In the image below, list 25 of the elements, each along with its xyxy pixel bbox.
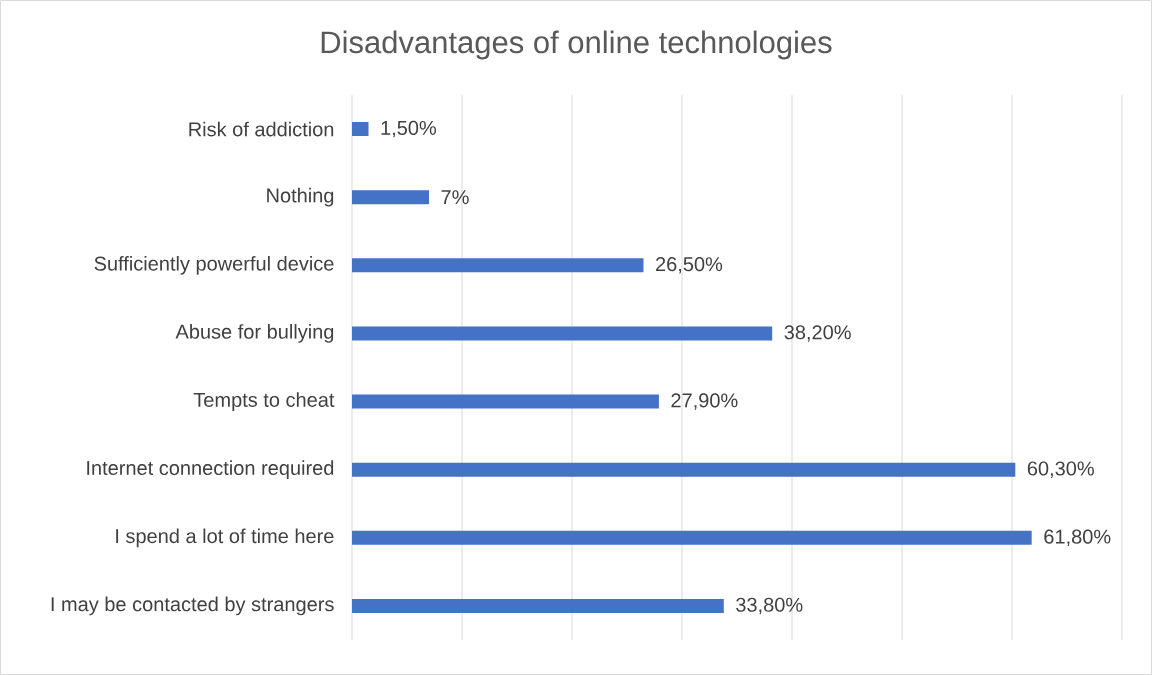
- y-tick-label: Sufficiently powerful device: [94, 255, 334, 275]
- bar: [352, 598, 724, 613]
- data-label: 61,80%: [1044, 529, 1111, 547]
- data-label: 38,20%: [784, 325, 851, 342]
- data-label: 27,90%: [671, 393, 738, 410]
- y-tick-label: Nothing: [267, 187, 334, 207]
- bar: [352, 394, 659, 409]
- chart-title: Disadvantages of online technologies: [321, 30, 832, 60]
- bar: [352, 462, 1016, 477]
- bar: [352, 258, 644, 273]
- y-tick-label: Risk of addiction: [189, 121, 334, 137]
- bar: [352, 530, 1032, 545]
- data-label: 7%: [441, 190, 469, 205]
- y-tick-label: I may be contacted by strangers: [51, 596, 334, 616]
- y-tick-label: Tempts to cheat: [193, 392, 335, 411]
- data-label: 26,50%: [656, 257, 723, 274]
- y-tick-label: Abuse for bullying: [175, 324, 334, 343]
- bar: [352, 190, 429, 205]
- bar: [352, 326, 773, 341]
- data-label: 33,80%: [736, 597, 803, 615]
- data-label: 60,30%: [1027, 461, 1094, 478]
- y-tick-label: I spend a lot of time here: [116, 528, 334, 548]
- data-label: 1,50%: [381, 120, 437, 138]
- bar: [352, 122, 369, 137]
- y-tick-label: Internet connection required: [87, 460, 334, 480]
